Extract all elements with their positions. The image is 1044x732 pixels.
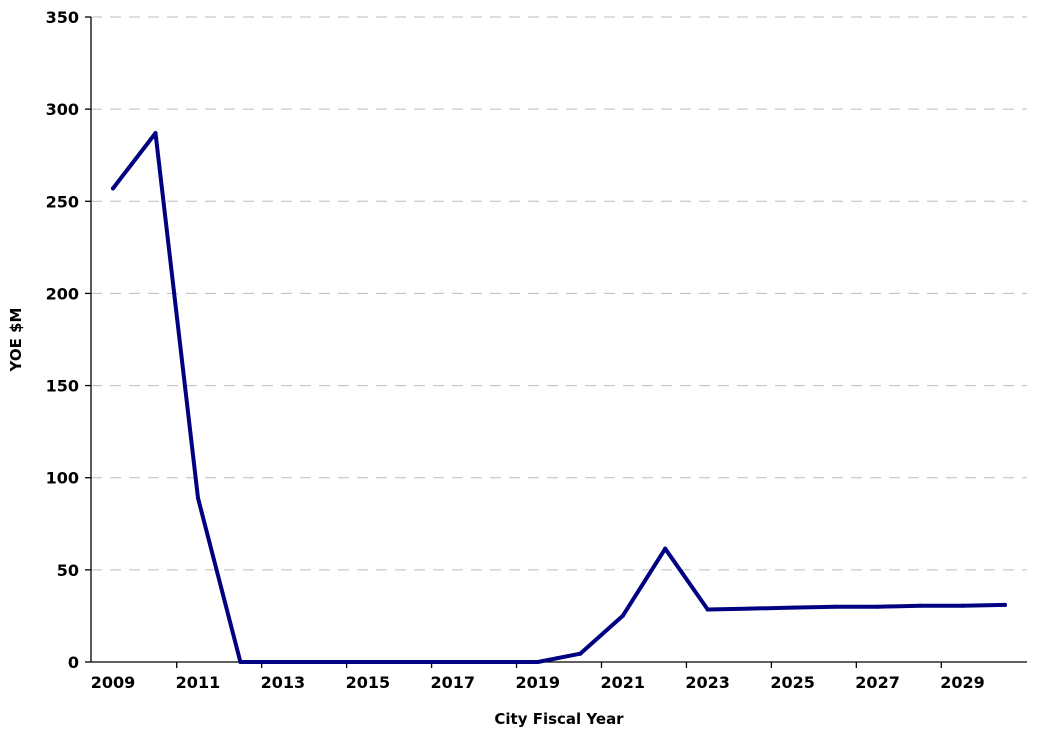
x-tick-label: 2009 <box>91 673 136 692</box>
x-tick-label: 2023 <box>685 673 730 692</box>
data-point <box>280 660 285 664</box>
y-tick-label: 200 <box>46 284 79 303</box>
y-tick-label: 350 <box>46 8 79 27</box>
x-tick-label: 2017 <box>431 673 476 692</box>
x-tick-label: 2025 <box>770 673 815 692</box>
y-tick-label: 300 <box>46 100 79 119</box>
y-tick-label: 50 <box>57 561 79 580</box>
data-point <box>1003 602 1007 607</box>
x-tick-label: 2027 <box>855 673 900 692</box>
data-point <box>833 604 838 609</box>
data-point <box>705 607 710 612</box>
data-point <box>790 605 795 610</box>
y-axis-title: YOE $M <box>7 308 25 373</box>
x-tick-label: 2019 <box>515 673 560 692</box>
data-point <box>111 186 115 191</box>
x-tick-label: 2021 <box>600 673 645 692</box>
data-point <box>748 606 753 611</box>
x-axis-title: City Fiscal Year <box>494 710 624 728</box>
data-point <box>918 603 923 608</box>
data-point <box>535 660 540 664</box>
x-tick-label: 2029 <box>940 673 985 692</box>
data-point <box>195 495 200 500</box>
data-point <box>153 131 158 136</box>
data-point <box>323 660 328 664</box>
data-point <box>875 604 880 609</box>
data-point <box>365 660 370 664</box>
series-lines <box>111 131 1007 664</box>
y-tick-label: 150 <box>46 377 79 396</box>
data-point <box>960 603 965 608</box>
data-point <box>493 660 498 664</box>
grid-lines <box>91 16 1027 571</box>
data-point <box>578 651 583 656</box>
y-tick-label: 100 <box>46 469 79 488</box>
x-tick-label: 2013 <box>261 673 306 692</box>
tick-labels: 0 50 100 150 200 250 300 350 2009 2011 2013 2015 201… <box>46 8 985 692</box>
y-tick-label: 250 <box>46 192 79 211</box>
data-point <box>238 660 243 664</box>
y-tick-label: 0 <box>68 653 79 672</box>
series-line-0 <box>111 131 1007 664</box>
data-point <box>620 613 625 618</box>
data-point <box>663 546 668 551</box>
data-point <box>450 660 455 664</box>
x-tick-label: 2011 <box>176 673 221 692</box>
data-point <box>408 660 413 664</box>
x-tick-label: 2015 <box>346 673 391 692</box>
